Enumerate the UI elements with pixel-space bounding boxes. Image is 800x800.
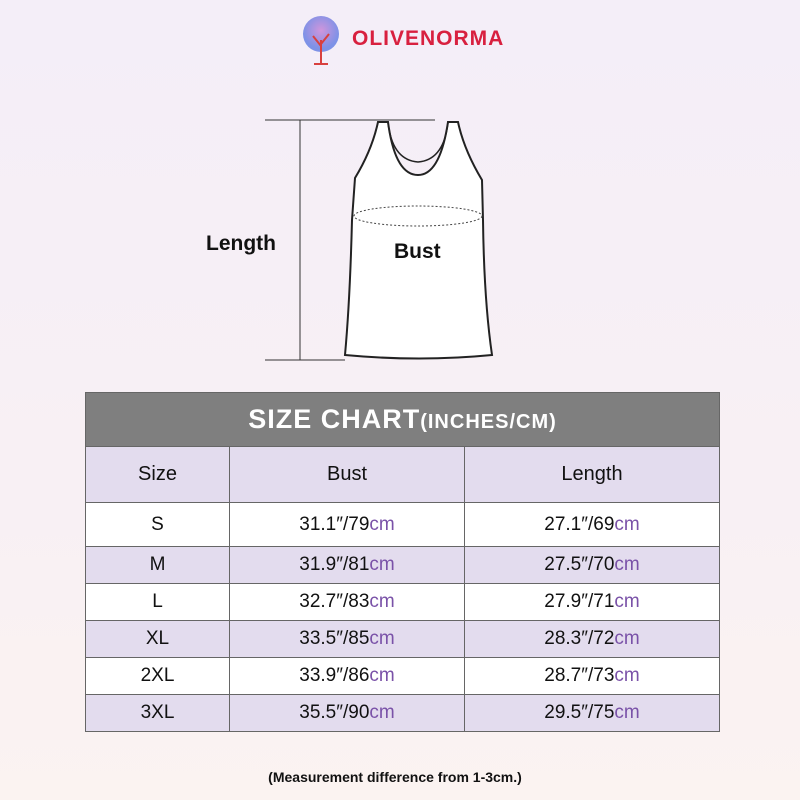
header-length: Length [464, 446, 720, 503]
table-row: 3XL 35.5″/90cm 29.5″/75cm [85, 694, 720, 732]
bust-cell: 31.9″/81cm [229, 546, 465, 584]
brand-logo: OLIVENORMA [296, 12, 504, 66]
size-cell: S [85, 502, 230, 547]
length-cell: 28.7″/73cm [464, 657, 720, 695]
bust-cell: 31.1″/79cm [229, 502, 465, 547]
size-cell: XL [85, 620, 230, 658]
length-cell: 27.9″/71cm [464, 583, 720, 621]
title-text: SIZE CHART [248, 404, 421, 434]
header-size: Size [85, 446, 230, 503]
size-cell: 3XL [85, 694, 230, 732]
tank-top-outline [343, 121, 494, 360]
tank-top-diagram [265, 119, 494, 361]
bust-cell: 33.9″/86cm [229, 657, 465, 695]
title-unit: (INCHES/CM) [420, 411, 557, 433]
size-chart-table: SIZE CHART(INCHES/CM) Size Bust Length S… [85, 392, 720, 732]
header-bust: Bust [229, 446, 465, 503]
table-row: XL 33.5″/85cm 28.3″/72cm [85, 620, 720, 658]
table-title: SIZE CHART(INCHES/CM) [85, 392, 720, 447]
bust-label: Bust [394, 240, 441, 263]
length-cell: 28.3″/72cm [464, 620, 720, 658]
length-cell: 27.1″/69cm [464, 502, 720, 547]
length-label: Length [206, 232, 276, 255]
measurement-note: (Measurement difference from 1-3cm.) [268, 769, 522, 785]
table-row: L 32.7″/83cm 27.9″/71cm [85, 583, 720, 621]
size-cell: 2XL [85, 657, 230, 695]
table-row: 2XL 33.9″/86cm 28.7″/73cm [85, 657, 720, 695]
size-cell: L [85, 583, 230, 621]
length-cell: 27.5″/70cm [464, 546, 720, 584]
size-cell: M [85, 546, 230, 584]
brand-name: OLIVENORMA [352, 27, 505, 50]
table-row: S 31.1″/79cm 27.1″/69cm [85, 502, 720, 547]
table-row: M 31.9″/81cm 27.5″/70cm [85, 546, 720, 584]
length-cell: 29.5″/75cm [464, 694, 720, 732]
tree-logo-icon [303, 16, 339, 65]
bust-cell: 32.7″/83cm [229, 583, 465, 621]
bust-cell: 35.5″/90cm [229, 694, 465, 732]
bust-cell: 33.5″/85cm [229, 620, 465, 658]
